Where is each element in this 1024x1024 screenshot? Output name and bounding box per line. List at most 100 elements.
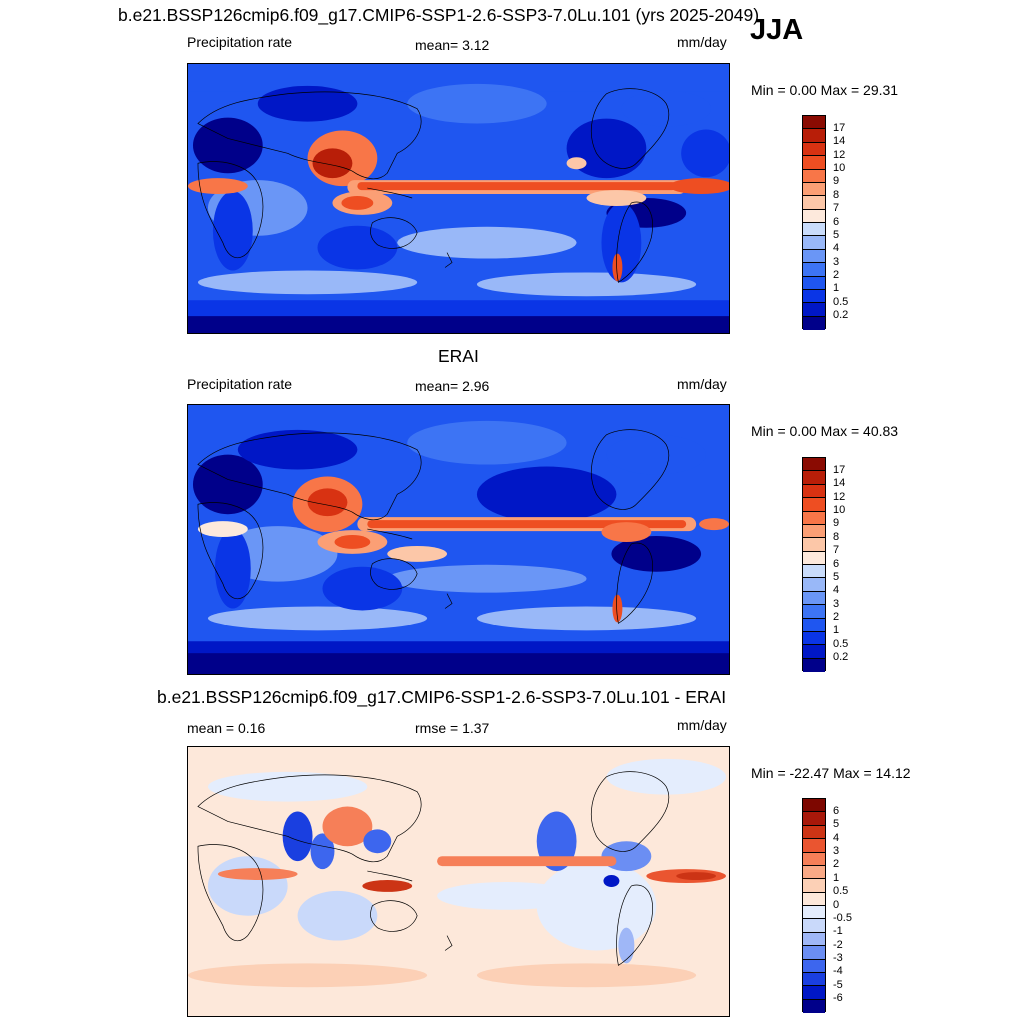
colorbar-swatch [803, 825, 825, 840]
colorbar-swatch [803, 182, 825, 197]
colorbar-tick-label: 6 [833, 557, 840, 570]
panel1-precip-map [187, 63, 730, 334]
panel3-rmse-label: rmse = 1.37 [415, 720, 490, 736]
colorbar-tick-label: -3 [833, 952, 843, 964]
colorbar-swatch [803, 999, 825, 1013]
panel3-units-label: mm/day [677, 717, 727, 733]
colorbar-swatch [803, 645, 825, 659]
colorbar-tick-label: 0.5 [833, 295, 849, 308]
colorbar-swatch [803, 223, 825, 237]
colorbar-swatch [803, 156, 825, 170]
colorbar-swatch [803, 276, 825, 290]
colorbar-swatch [803, 209, 825, 223]
colorbar-tick-label: 14 [833, 477, 846, 490]
colorbar-tick-label: 17 [833, 121, 846, 134]
colorbar-tick-label: 12 [833, 148, 846, 161]
colorbar-swatch [803, 972, 825, 987]
colorbar-tick-label: 0.2 [833, 309, 849, 322]
colorbar-tick-label: 7 [833, 544, 840, 557]
colorbar-tick-label: -1 [833, 925, 843, 938]
colorbar-swatch [803, 932, 825, 947]
colorbar-swatch [803, 658, 825, 672]
colorbar-swatch [803, 316, 825, 330]
colorbar-tick-label: 10 [833, 504, 846, 516]
colorbar-tick-label: 12 [833, 490, 846, 503]
colorbar-swatch [803, 879, 825, 893]
colorbar-swatch [803, 458, 825, 472]
colorbar-tick-label: 7 [833, 202, 840, 215]
panel2-colorbar [802, 457, 826, 672]
colorbar-tick-label: 4 [833, 831, 840, 844]
colorbar-tick-label: 0.5 [833, 885, 849, 898]
colorbar-swatch [803, 116, 825, 130]
colorbar-swatch [803, 946, 825, 960]
colorbar-tick-label: -6 [833, 992, 843, 1005]
colorbar-swatch [803, 799, 825, 813]
panel1-colorbar [802, 115, 826, 330]
colorbar-tick-label: 1 [833, 871, 840, 884]
colorbar-swatch [803, 605, 825, 619]
colorbar-swatch [803, 196, 825, 210]
colorbar-tick-label: 6 [833, 215, 840, 228]
colorbar-tick-label: 3 [833, 845, 840, 857]
colorbar-swatch [803, 511, 825, 525]
colorbar-tick-label: 3 [833, 255, 840, 268]
colorbar-swatch [803, 551, 825, 565]
colorbar-swatch [803, 812, 825, 826]
colorbar-swatch [803, 906, 825, 920]
colorbar-tick-label: 9 [833, 517, 840, 530]
colorbar-swatch [803, 986, 825, 1000]
colorbar-swatch [803, 263, 825, 277]
colorbar-swatch [803, 289, 825, 304]
colorbar-tick-label: 2 [833, 858, 840, 871]
colorbar-swatch [803, 565, 825, 579]
colorbar-tick-label: 8 [833, 530, 840, 543]
colorbar-tick-label: 17 [833, 463, 846, 476]
colorbar-swatch [803, 865, 825, 880]
colorbar-tick-label: 5 [833, 818, 840, 831]
colorbar-tick-label: -0.5 [833, 911, 852, 924]
colorbar-swatch [803, 249, 825, 264]
colorbar-tick-label: 0.5 [833, 637, 849, 650]
colorbar-tick-label: 0 [833, 898, 840, 911]
panel3-minmax-label: Min = -22.47 Max = 14.12 [751, 765, 911, 781]
panel2-title: ERAI [438, 346, 479, 366]
colorbar-tick-label: -2 [833, 938, 843, 951]
panel1-mean-label: mean= 3.12 [415, 37, 490, 53]
panel1-units-label: mm/day [677, 34, 727, 50]
colorbar-swatch [803, 591, 825, 606]
colorbar-swatch [803, 142, 825, 157]
panel2-mean-label: mean= 2.96 [415, 378, 490, 394]
colorbar-tick-label: 1 [833, 282, 840, 295]
panel1-minmax-label: Min = 0.00 Max = 29.31 [751, 82, 899, 98]
colorbar-swatch [803, 303, 825, 317]
colorbar-tick-label: 5 [833, 228, 840, 241]
panel3-difference-map [187, 746, 730, 1017]
panel2-precip-map [187, 404, 730, 675]
colorbar-tick-label: 1 [833, 624, 840, 637]
panel2-minmax-label: Min = 0.00 Max = 40.83 [751, 423, 899, 439]
colorbar-tick-label: 4 [833, 584, 840, 597]
panel3-mean-label: mean = 0.16 [187, 720, 266, 736]
panel2-units-label: mm/day [677, 376, 727, 392]
colorbar-swatch [803, 959, 825, 973]
panel3-title: b.e21.BSSP126cmip6.f09_g17.CMIP6-SSP1-2.… [157, 687, 727, 707]
colorbar-tick-label: 8 [833, 188, 840, 201]
colorbar-tick-label: -5 [833, 978, 843, 991]
colorbar-swatch [803, 852, 825, 866]
colorbar-swatch [803, 839, 825, 853]
season-label: JJA [750, 14, 804, 46]
colorbar-swatch [803, 129, 825, 143]
colorbar-swatch [803, 892, 825, 906]
panel1-variable-label: Precipitation rate [187, 34, 293, 50]
colorbar-swatch [803, 471, 825, 485]
colorbar-tick-label: 10 [833, 162, 846, 174]
colorbar-tick-label: 5 [833, 570, 840, 583]
plot-title: b.e21.BSSP126cmip6.f09_g17.CMIP6-SSP1-2.… [118, 5, 760, 25]
colorbar-tick-label: -4 [833, 965, 843, 978]
colorbar-tick-label: 0.2 [833, 651, 849, 664]
colorbar-tick-label: 3 [833, 597, 840, 610]
colorbar-swatch [803, 524, 825, 539]
colorbar-swatch [803, 919, 825, 933]
colorbar-swatch [803, 169, 825, 183]
